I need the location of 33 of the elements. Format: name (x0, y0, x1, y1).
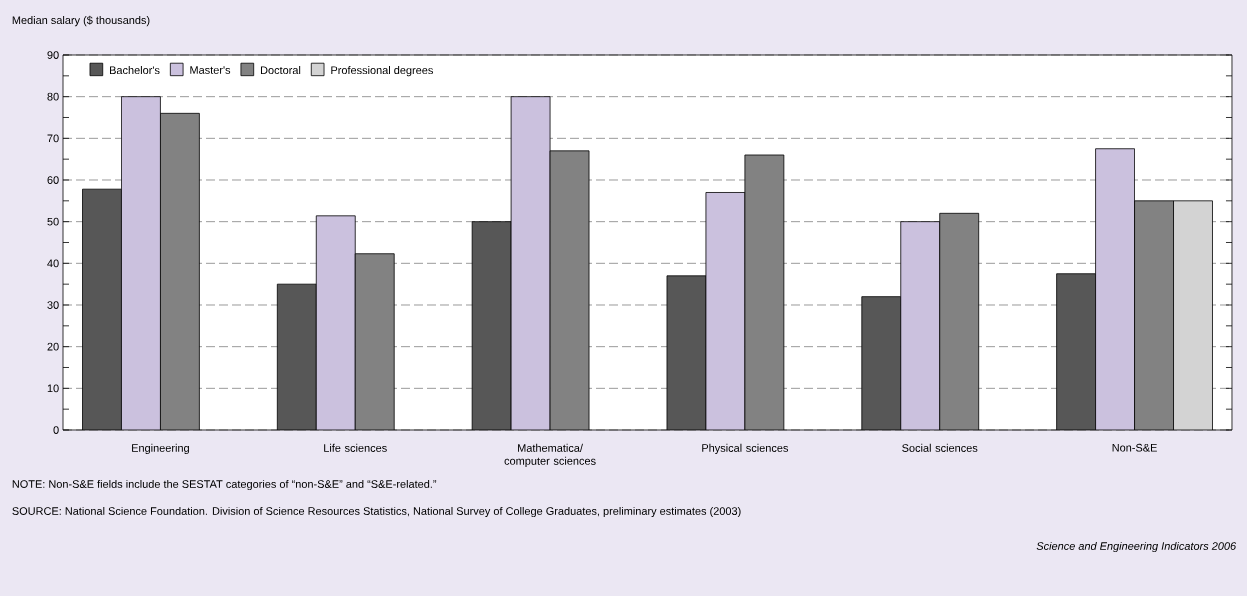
y-tick-label: 20 (47, 342, 59, 351)
y-tick-label: 70 (47, 134, 59, 143)
x-tick-label: Life sciences (324, 443, 387, 452)
legend-label: Master's (190, 66, 231, 74)
y-tick-label: 0 (53, 426, 59, 434)
bar (1134, 200, 1174, 430)
y-tick-label: 10 (47, 384, 59, 393)
source-note: SOURCE: National Science Foundation. Division of Science Resources Statistics, National Survey of College Graduates, preliminary estimates (2003) (12, 506, 741, 518)
bar (666, 275, 707, 430)
bar (549, 150, 590, 430)
text: Science and Engineering Indicators 2006 (1036, 541, 1237, 553)
bar (82, 188, 122, 430)
y-tick-label: 80 (47, 92, 59, 101)
x-tick-label: Social sciences (902, 443, 978, 452)
y-tick-label: 50 (47, 217, 59, 226)
legend-label: Bachelor's (110, 66, 160, 75)
y-tick-label: 30 (47, 301, 59, 309)
bar (276, 283, 317, 430)
y-tick-label: 60 (47, 176, 59, 184)
text: NOTE: Non-S&E fields include the SESTAT categories of “non-S&E” and “S&E-related.” (12, 479, 437, 491)
legend-label: Professional degrees (331, 66, 433, 77)
bar (471, 221, 512, 430)
x-tick-label: Physical sciences (702, 443, 789, 455)
y-axis-title: Median salary ($ thousands) (12, 15, 150, 27)
y-tick-label: 90 (47, 51, 59, 59)
y-tick-label: 40 (47, 259, 59, 268)
bar (1056, 273, 1096, 430)
bar (861, 296, 902, 430)
x-tick-label: Non-S&E (1112, 443, 1157, 452)
x-tick-label: Engineering (132, 443, 189, 455)
bar (744, 154, 785, 430)
x-tick-label: Mathematica/ computer sciences (504, 443, 596, 468)
legend-label: Doctoral (260, 66, 301, 75)
